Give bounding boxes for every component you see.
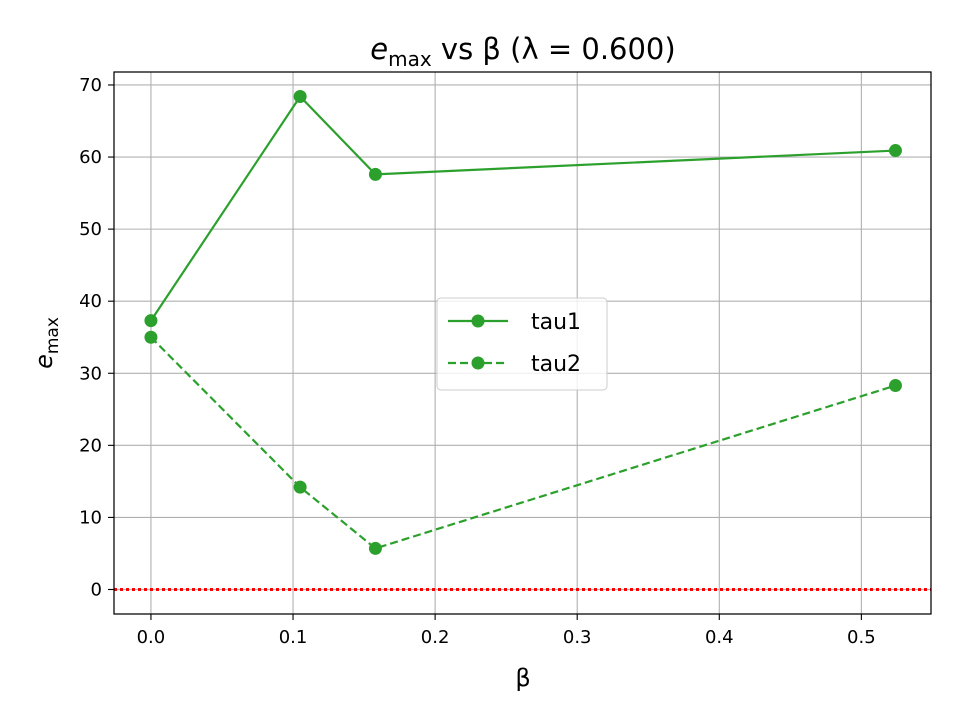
title-rest: vs β (λ = 0.600)	[432, 32, 676, 66]
series-group	[144, 90, 902, 555]
plot-frame	[113, 71, 932, 615]
data-point-tau1	[144, 314, 158, 328]
y-tick-label: 20	[79, 435, 102, 456]
x-ticks: 0.0 0.1 0.2 0.3 0.4 0.5	[137, 614, 876, 648]
legend-label-tau2: tau2	[531, 352, 581, 377]
series-line-tau1	[150, 94, 896, 322]
data-point-tau2	[888, 379, 902, 393]
data-point-tau2	[293, 480, 307, 494]
data-point-tau2	[368, 541, 382, 555]
y-axis-label: emax	[30, 317, 63, 369]
y-label-main: e	[30, 354, 58, 369]
y-tick-label: 40	[79, 291, 102, 312]
chart-title: emax vs β (λ = 0.600)	[370, 32, 675, 71]
x-tick-label: 0.5	[847, 627, 876, 648]
data-point-tau2	[144, 330, 158, 344]
legend-marker-tau1	[471, 314, 485, 328]
legend-label-tau1: tau1	[531, 310, 581, 335]
y-tick-label: 0	[91, 579, 102, 600]
y-tick-label: 50	[79, 219, 102, 240]
data-point-tau1	[293, 90, 307, 104]
x-axis-label: β	[515, 664, 530, 692]
title-subscript: max	[388, 47, 432, 71]
x-tick-label: 0.4	[705, 627, 734, 648]
data-point-tau1	[368, 167, 382, 181]
series-line-tau2	[150, 336, 896, 550]
x-tick-label: 0.2	[421, 627, 450, 648]
x-tick-label: 0.3	[563, 627, 592, 648]
x-tick-label: 0.0	[137, 627, 166, 648]
y-ticks: 0 10 20 30 40 50 60 70	[79, 75, 114, 600]
legend-frame	[436, 297, 608, 391]
y-tick-label: 70	[79, 75, 102, 96]
legend: tau1 tau2	[436, 297, 608, 391]
y-label-subscript: max	[43, 317, 63, 354]
y-tick-label: 60	[79, 147, 102, 168]
x-tick-label: 0.1	[279, 627, 308, 648]
legend-marker-tau2	[471, 356, 485, 370]
title-main: e	[370, 32, 388, 66]
y-tick-label: 30	[79, 363, 102, 384]
data-point-tau1	[888, 144, 902, 158]
y-tick-label: 10	[79, 507, 102, 528]
